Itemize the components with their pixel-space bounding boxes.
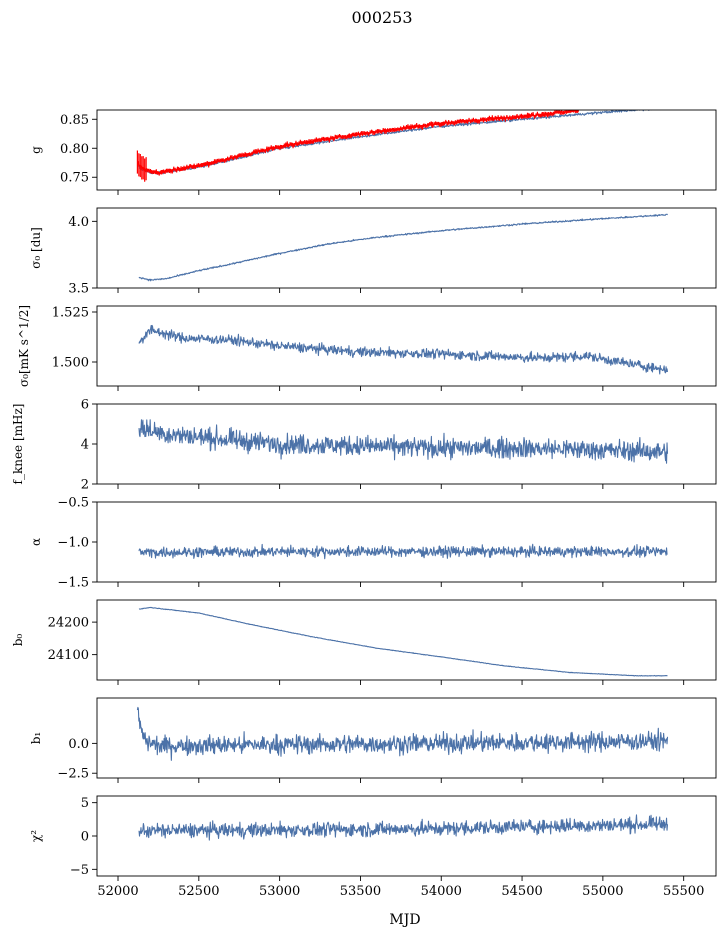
series-line-1 [138,324,669,375]
axes-frame [96,109,717,191]
axes-frame [96,599,717,681]
panel-8: −5 0 5 52000 52500 53000 53500 54000 54500 55000 5… [29,795,717,899]
y-tick-label: 4.0 [68,215,89,230]
y-tick-label: 0.0 [68,737,89,752]
y-tick-label: 1.525 [52,306,89,321]
y-tick-label: 24100 [48,648,89,663]
y-axis-label: g [29,146,43,154]
y-tick-label: −5 [70,863,89,878]
y-tick-label: 0.75 [60,171,89,186]
y-axis-label: χ² [29,830,43,842]
axes-frame [96,305,717,387]
y-tick-label: 3.5 [68,282,89,297]
y-tick-label: −1.0 [57,536,89,551]
y-tick-label: 0 [81,830,89,845]
panels: 0.75 0.80 0.85 g 3.5 4.0 σ₀ [du] 1.500 1.525 σ₀[m… [11,109,717,899]
axes-frame [96,795,717,877]
y-tick-label: 5 [81,796,89,811]
panel-5: −1.5 −1.0 −0.5 α [29,496,717,591]
panel-4: 2 4 6 f_knee [mHz] [11,398,717,493]
y-tick-label: 0.85 [60,113,89,128]
panel-2: 3.5 4.0 σ₀ [du] [29,207,717,297]
x-tick-label: 54000 [421,884,462,899]
y-tick-label: 1.500 [52,356,89,371]
axes-frame [96,697,717,779]
series-line-2 [137,110,579,175]
series-line-1 [136,706,669,761]
axes-frame [96,501,717,583]
y-axis-label: σ₀ [du] [29,227,43,269]
x-tick-label: 55000 [582,884,623,899]
y-tick-label: 0.80 [60,142,89,157]
panel-3: 1.500 1.525 σ₀[mK s^1/2] [17,305,717,391]
y-axis-label: b₁ [29,732,43,745]
y-tick-label: −0.5 [57,496,89,511]
panel-1: 0.75 0.80 0.85 g [29,109,717,195]
x-tick-label: 53000 [259,884,300,899]
x-tick-label: 52500 [178,884,219,899]
series-line-1 [138,419,669,464]
chart-title: 000253 [351,8,412,27]
x-tick-label: 54500 [501,884,542,899]
series-line-1 [137,110,661,175]
y-axis-label: f_knee [mHz] [11,404,25,485]
x-tick-label: 55500 [663,884,704,899]
x-tick-label: 53500 [340,884,381,899]
series-line-1 [138,606,668,677]
y-tick-label: 2 [81,478,89,493]
axes-frame [96,207,717,289]
panel-6: 24100 24200 b₀ [11,599,717,685]
y-tick-label: −2.5 [57,767,89,782]
y-tick-label: 24200 [48,616,89,631]
y-tick-label: 4 [81,438,89,453]
y-axis-label: σ₀[mK s^1/2] [17,305,31,387]
y-axis-label: α [29,538,43,546]
panel-7: −2.5 0.0 b₁ [29,697,717,783]
series-line-1 [138,213,668,282]
y-tick-label: 6 [81,398,89,413]
x-tick-label: 52000 [97,884,138,899]
series-line-1 [138,814,669,841]
series-line-1 [138,543,668,560]
y-axis-label: b₀ [11,634,25,647]
x-axis-label: MJD [389,912,420,928]
y-tick-label: −1.5 [57,576,89,591]
